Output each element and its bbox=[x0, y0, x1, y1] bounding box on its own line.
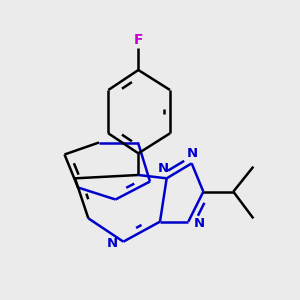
Text: F: F bbox=[134, 33, 143, 47]
Text: N: N bbox=[107, 237, 118, 250]
Text: N: N bbox=[158, 162, 169, 175]
Text: N: N bbox=[194, 217, 205, 230]
Text: N: N bbox=[187, 147, 198, 160]
